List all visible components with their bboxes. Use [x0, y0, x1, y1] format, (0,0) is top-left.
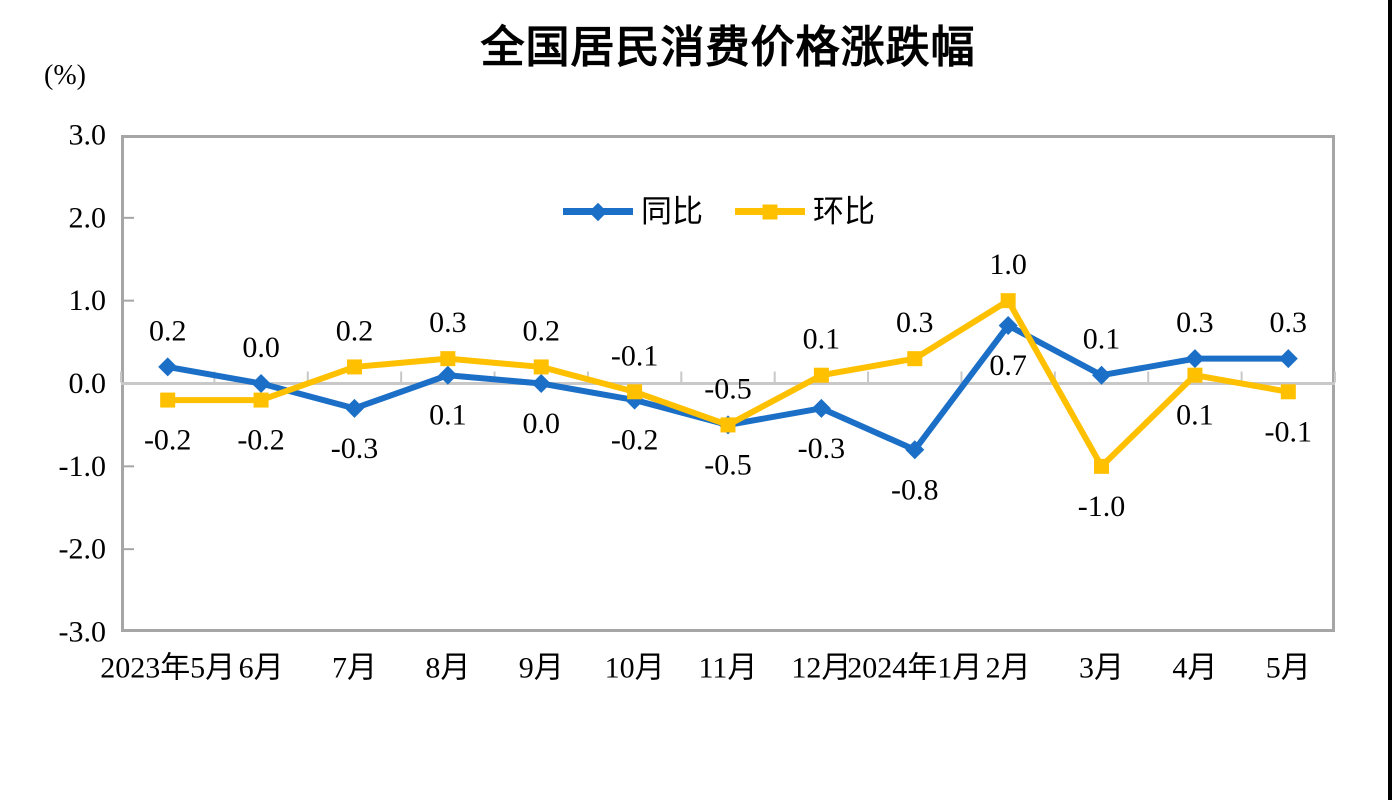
- diamond-marker-icon: [438, 365, 458, 385]
- x-axis-label: 8月: [425, 652, 470, 685]
- chart-title: 全国居民消费价格涨跌幅: [480, 23, 976, 72]
- data-label-环比: 0.2: [336, 314, 374, 347]
- data-label-环比: 1.0: [989, 248, 1027, 281]
- data-label-同比: 0.0: [522, 407, 560, 440]
- data-label-环比: -0.1: [611, 339, 659, 372]
- x-axis-label: 2023年5月: [100, 652, 235, 685]
- data-label-环比: 0.2: [522, 314, 560, 347]
- y-axis-label: 2.0: [69, 201, 107, 234]
- square-marker-icon: [1187, 367, 1203, 383]
- square-marker-icon: [813, 367, 829, 383]
- x-axis-label: 12月: [791, 652, 851, 685]
- y-axis-label: -2.0: [59, 533, 107, 566]
- data-label-环比: 0.3: [429, 306, 467, 339]
- x-axis-label: 11月: [699, 652, 758, 685]
- square-marker-icon: [627, 384, 643, 400]
- data-label-环比: -0.5: [704, 372, 752, 405]
- square-marker-icon: [533, 359, 549, 375]
- legend-label-tongbi: 同比: [641, 194, 703, 229]
- square-marker-icon: [1000, 293, 1016, 309]
- data-label-同比: 0.7: [989, 349, 1027, 382]
- x-axis-label: 2月: [986, 652, 1031, 685]
- legend-line-sample-huanbi: [735, 204, 805, 219]
- y-axis-label: -1.0: [59, 450, 107, 483]
- data-label-同比: 0.2: [149, 314, 187, 347]
- square-marker-icon: [720, 417, 736, 433]
- diamond-marker-icon: [1278, 349, 1298, 369]
- square-marker-icon: [440, 351, 456, 367]
- data-label-同比: -0.5: [704, 448, 752, 481]
- data-label-环比: -0.2: [144, 424, 192, 457]
- legend: 同比 环比: [563, 196, 875, 227]
- x-axis-label: 2024年1月: [847, 652, 982, 685]
- y-axis-label: 0.0: [69, 367, 107, 400]
- x-axis-label: 10月: [605, 652, 665, 685]
- x-axis-label: 4月: [1172, 652, 1217, 685]
- legend-label-huanbi: 环比: [813, 194, 875, 229]
- diamond-marker-icon: [158, 357, 178, 377]
- data-label-环比: -0.1: [1265, 415, 1313, 448]
- square-marker-icon: [253, 392, 269, 408]
- data-label-同比: -0.2: [611, 424, 659, 457]
- square-marker-icon: [1094, 458, 1110, 474]
- x-axis-label: 5月: [1266, 652, 1311, 685]
- y-axis-label: 3.0: [69, 119, 107, 152]
- data-label-同比: -0.8: [891, 473, 939, 506]
- square-marker-icon: [762, 204, 778, 219]
- diamond-marker-icon: [998, 316, 1018, 336]
- x-axis-label: 9月: [519, 652, 564, 685]
- diamond-marker-icon: [811, 398, 831, 418]
- y-axis-label: 1.0: [69, 284, 107, 317]
- data-label-同比: -0.3: [331, 432, 379, 465]
- legend-item-tongbi: 同比: [563, 196, 703, 227]
- data-label-环比: 0.3: [896, 306, 934, 339]
- data-label-同比: -0.3: [798, 432, 846, 465]
- data-label-环比: 0.1: [803, 323, 841, 356]
- data-label-同比: 0.1: [429, 399, 467, 432]
- diamond-marker-icon: [531, 374, 551, 393]
- data-label-同比: 0.0: [242, 331, 280, 364]
- diamond-marker-icon: [251, 374, 271, 393]
- diamond-marker-icon: [905, 440, 925, 460]
- y-axis-label: -3.0: [59, 616, 107, 649]
- x-axis-label: 7月: [332, 652, 377, 685]
- diamond-marker-icon: [588, 202, 608, 221]
- x-axis-label: 6月: [239, 652, 284, 685]
- diamond-marker-icon: [1185, 349, 1205, 369]
- diamond-marker-icon: [1092, 365, 1112, 385]
- data-label-环比: 0.1: [1176, 399, 1214, 432]
- square-marker-icon: [160, 392, 176, 408]
- page-right-border: [1388, 0, 1392, 800]
- square-marker-icon: [1280, 384, 1296, 400]
- y-axis-unit-label: (%): [44, 60, 86, 91]
- data-label-环比: -1.0: [1078, 490, 1126, 523]
- x-axis-label: 3月: [1079, 652, 1124, 685]
- data-label-同比: 0.3: [1176, 306, 1214, 339]
- square-marker-icon: [907, 351, 923, 367]
- legend-item-huanbi: 环比: [735, 196, 875, 227]
- data-label-环比: -0.2: [237, 424, 285, 457]
- data-label-同比: 0.1: [1083, 323, 1121, 356]
- data-label-同比: 0.3: [1270, 306, 1308, 339]
- diamond-marker-icon: [344, 398, 364, 418]
- square-marker-icon: [346, 359, 362, 375]
- legend-line-sample-tongbi: [563, 202, 633, 221]
